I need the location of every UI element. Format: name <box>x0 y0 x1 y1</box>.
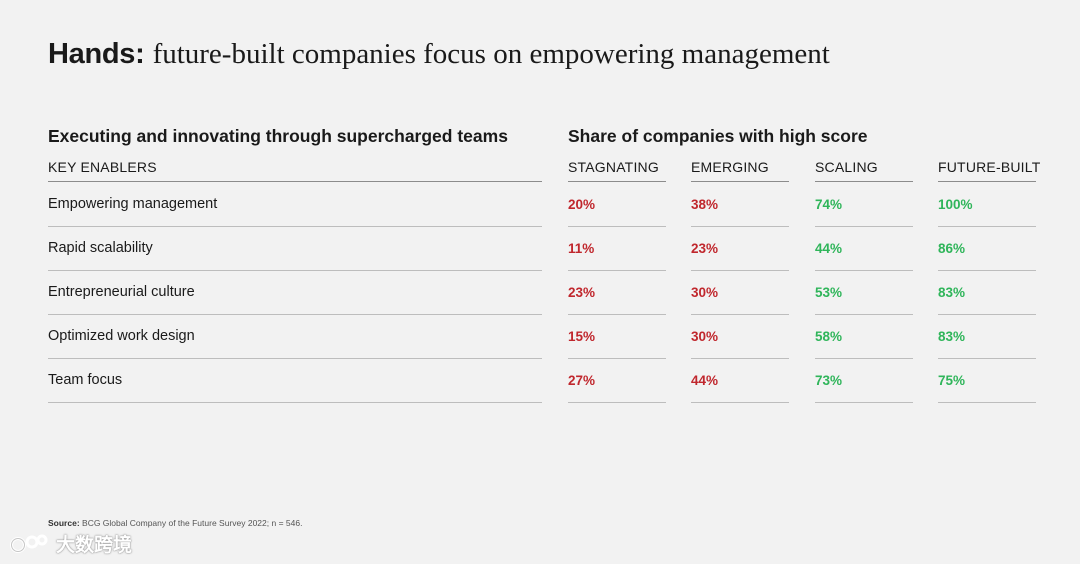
row-label: Optimized work design <box>48 328 195 344</box>
row-label: Team focus <box>48 372 123 388</box>
value-cell: 74% <box>815 197 843 212</box>
cell-rule <box>568 226 666 227</box>
value-cell: 30% <box>691 285 719 300</box>
value-cell: 23% <box>568 285 596 300</box>
value-cell: 44% <box>815 241 843 256</box>
cell-rule <box>568 270 666 271</box>
row-rule <box>48 358 542 359</box>
value-cell: 75% <box>938 373 966 388</box>
value-cell: 83% <box>938 329 966 344</box>
value-cell: 86% <box>938 241 966 256</box>
cell-rule <box>568 358 666 359</box>
cell-rule <box>815 402 913 403</box>
title-lead: Hands: <box>48 38 145 70</box>
value-cell: 53% <box>815 285 843 300</box>
left-heading: Executing and innovating through superch… <box>48 126 508 146</box>
value-cell: 20% <box>568 197 596 212</box>
row-header-label: KEY ENABLERS <box>48 159 157 175</box>
page-title: Hands: future-built companies focus on e… <box>48 34 830 74</box>
right-heading: Share of companies with high score <box>568 126 868 146</box>
header-rule <box>938 181 1036 182</box>
cell-rule <box>568 314 666 315</box>
row-rule <box>48 402 542 403</box>
row-label: Empowering management <box>48 196 218 212</box>
value-cell: 44% <box>691 373 719 388</box>
row-label: Rapid scalability <box>48 240 153 256</box>
watermark-text: 大数跨境 <box>56 535 133 556</box>
watermark: 大数跨境 <box>10 530 132 557</box>
value-cell: 38% <box>691 197 719 212</box>
source-note: Source: BCG Global Company of the Future… <box>48 518 302 528</box>
cell-rule <box>691 314 789 315</box>
title-rest: future-built companies focus on empoweri… <box>152 38 830 70</box>
cell-rule <box>691 358 789 359</box>
value-cell: 58% <box>815 329 843 344</box>
value-cell: 83% <box>938 285 966 300</box>
cell-rule <box>691 226 789 227</box>
watermark-logo-icon <box>10 534 48 553</box>
value-cell: 27% <box>568 373 596 388</box>
cell-rule <box>815 270 913 271</box>
value-cell: 11% <box>568 241 595 256</box>
header-rule <box>568 181 666 182</box>
row-rule <box>48 314 542 315</box>
cell-rule <box>938 402 1036 403</box>
source-label: Source: <box>48 518 80 528</box>
cell-rule <box>815 226 913 227</box>
cell-rule <box>568 402 666 403</box>
value-cell: 30% <box>691 329 719 344</box>
cell-rule <box>938 314 1036 315</box>
cell-rule <box>938 270 1036 271</box>
header-rule <box>815 181 913 182</box>
column-header-scaling: SCALING <box>815 159 878 175</box>
cell-rule <box>938 226 1036 227</box>
cell-rule <box>691 270 789 271</box>
source-text: BCG Global Company of the Future Survey … <box>82 518 303 528</box>
row-label: Entrepreneurial culture <box>48 284 195 300</box>
value-cell: 100% <box>938 197 973 212</box>
cell-rule <box>938 358 1036 359</box>
header-rule <box>48 181 542 182</box>
column-header-stagnating: STAGNATING <box>568 159 659 175</box>
cell-rule <box>815 314 913 315</box>
row-rule <box>48 226 542 227</box>
value-cell: 73% <box>815 373 843 388</box>
column-header-future-built: FUTURE-BUILT <box>938 159 1041 175</box>
row-rule <box>48 270 542 271</box>
value-cell: 15% <box>568 329 596 344</box>
value-cell: 23% <box>691 241 719 256</box>
cell-rule <box>691 402 789 403</box>
header-rule <box>691 181 789 182</box>
column-header-emerging: EMERGING <box>691 159 769 175</box>
cell-rule <box>815 358 913 359</box>
